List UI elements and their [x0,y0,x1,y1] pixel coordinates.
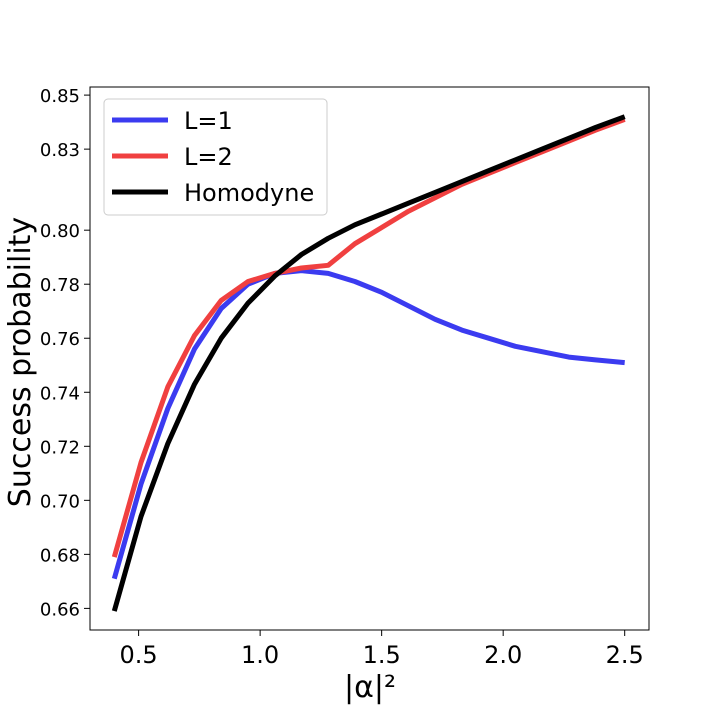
y-tick-label: 0.80 [40,221,80,242]
plot-frame [89,86,650,631]
y-tick-label: 0.83 [40,140,80,161]
y-tick-label: 0.85 [40,86,80,107]
y-axis-label: Success probability [3,217,38,507]
series-line-2 [111,114,626,612]
y-tick-label: 0.76 [40,329,80,350]
x-tick-label: 1.0 [241,641,279,669]
x-tick-label: 2.5 [606,641,644,669]
x-tick-label: 2.0 [484,641,522,669]
y-tick-label: 0.66 [40,599,80,620]
legend: L=1 L=2 Homodyne [103,98,328,216]
y-tick-label: 0.72 [40,437,80,458]
legend-box [103,98,328,216]
x-axis-label: |α|² [344,670,396,705]
x-tick-label: 0.5 [120,641,158,669]
legend-label-0: L=1 [184,107,233,135]
series-line-0 [111,268,625,580]
series-layer [111,114,626,612]
y-tick-label: 0.70 [40,491,80,512]
axes-layer: 0.5 1.0 1.5 2.0 2.5 0.66 0.68 0.70 0.72 0.74 0.76 0… [40,86,650,669]
legend-label-1: L=2 [184,143,233,171]
legend-label-2: Homodyne [184,179,314,207]
x-tick-label: 1.5 [363,641,401,669]
y-tick-label: 0.74 [40,383,80,404]
y-tick-label: 0.68 [40,545,80,566]
series-line-1 [111,117,626,558]
y-tick-label: 0.78 [40,275,80,296]
